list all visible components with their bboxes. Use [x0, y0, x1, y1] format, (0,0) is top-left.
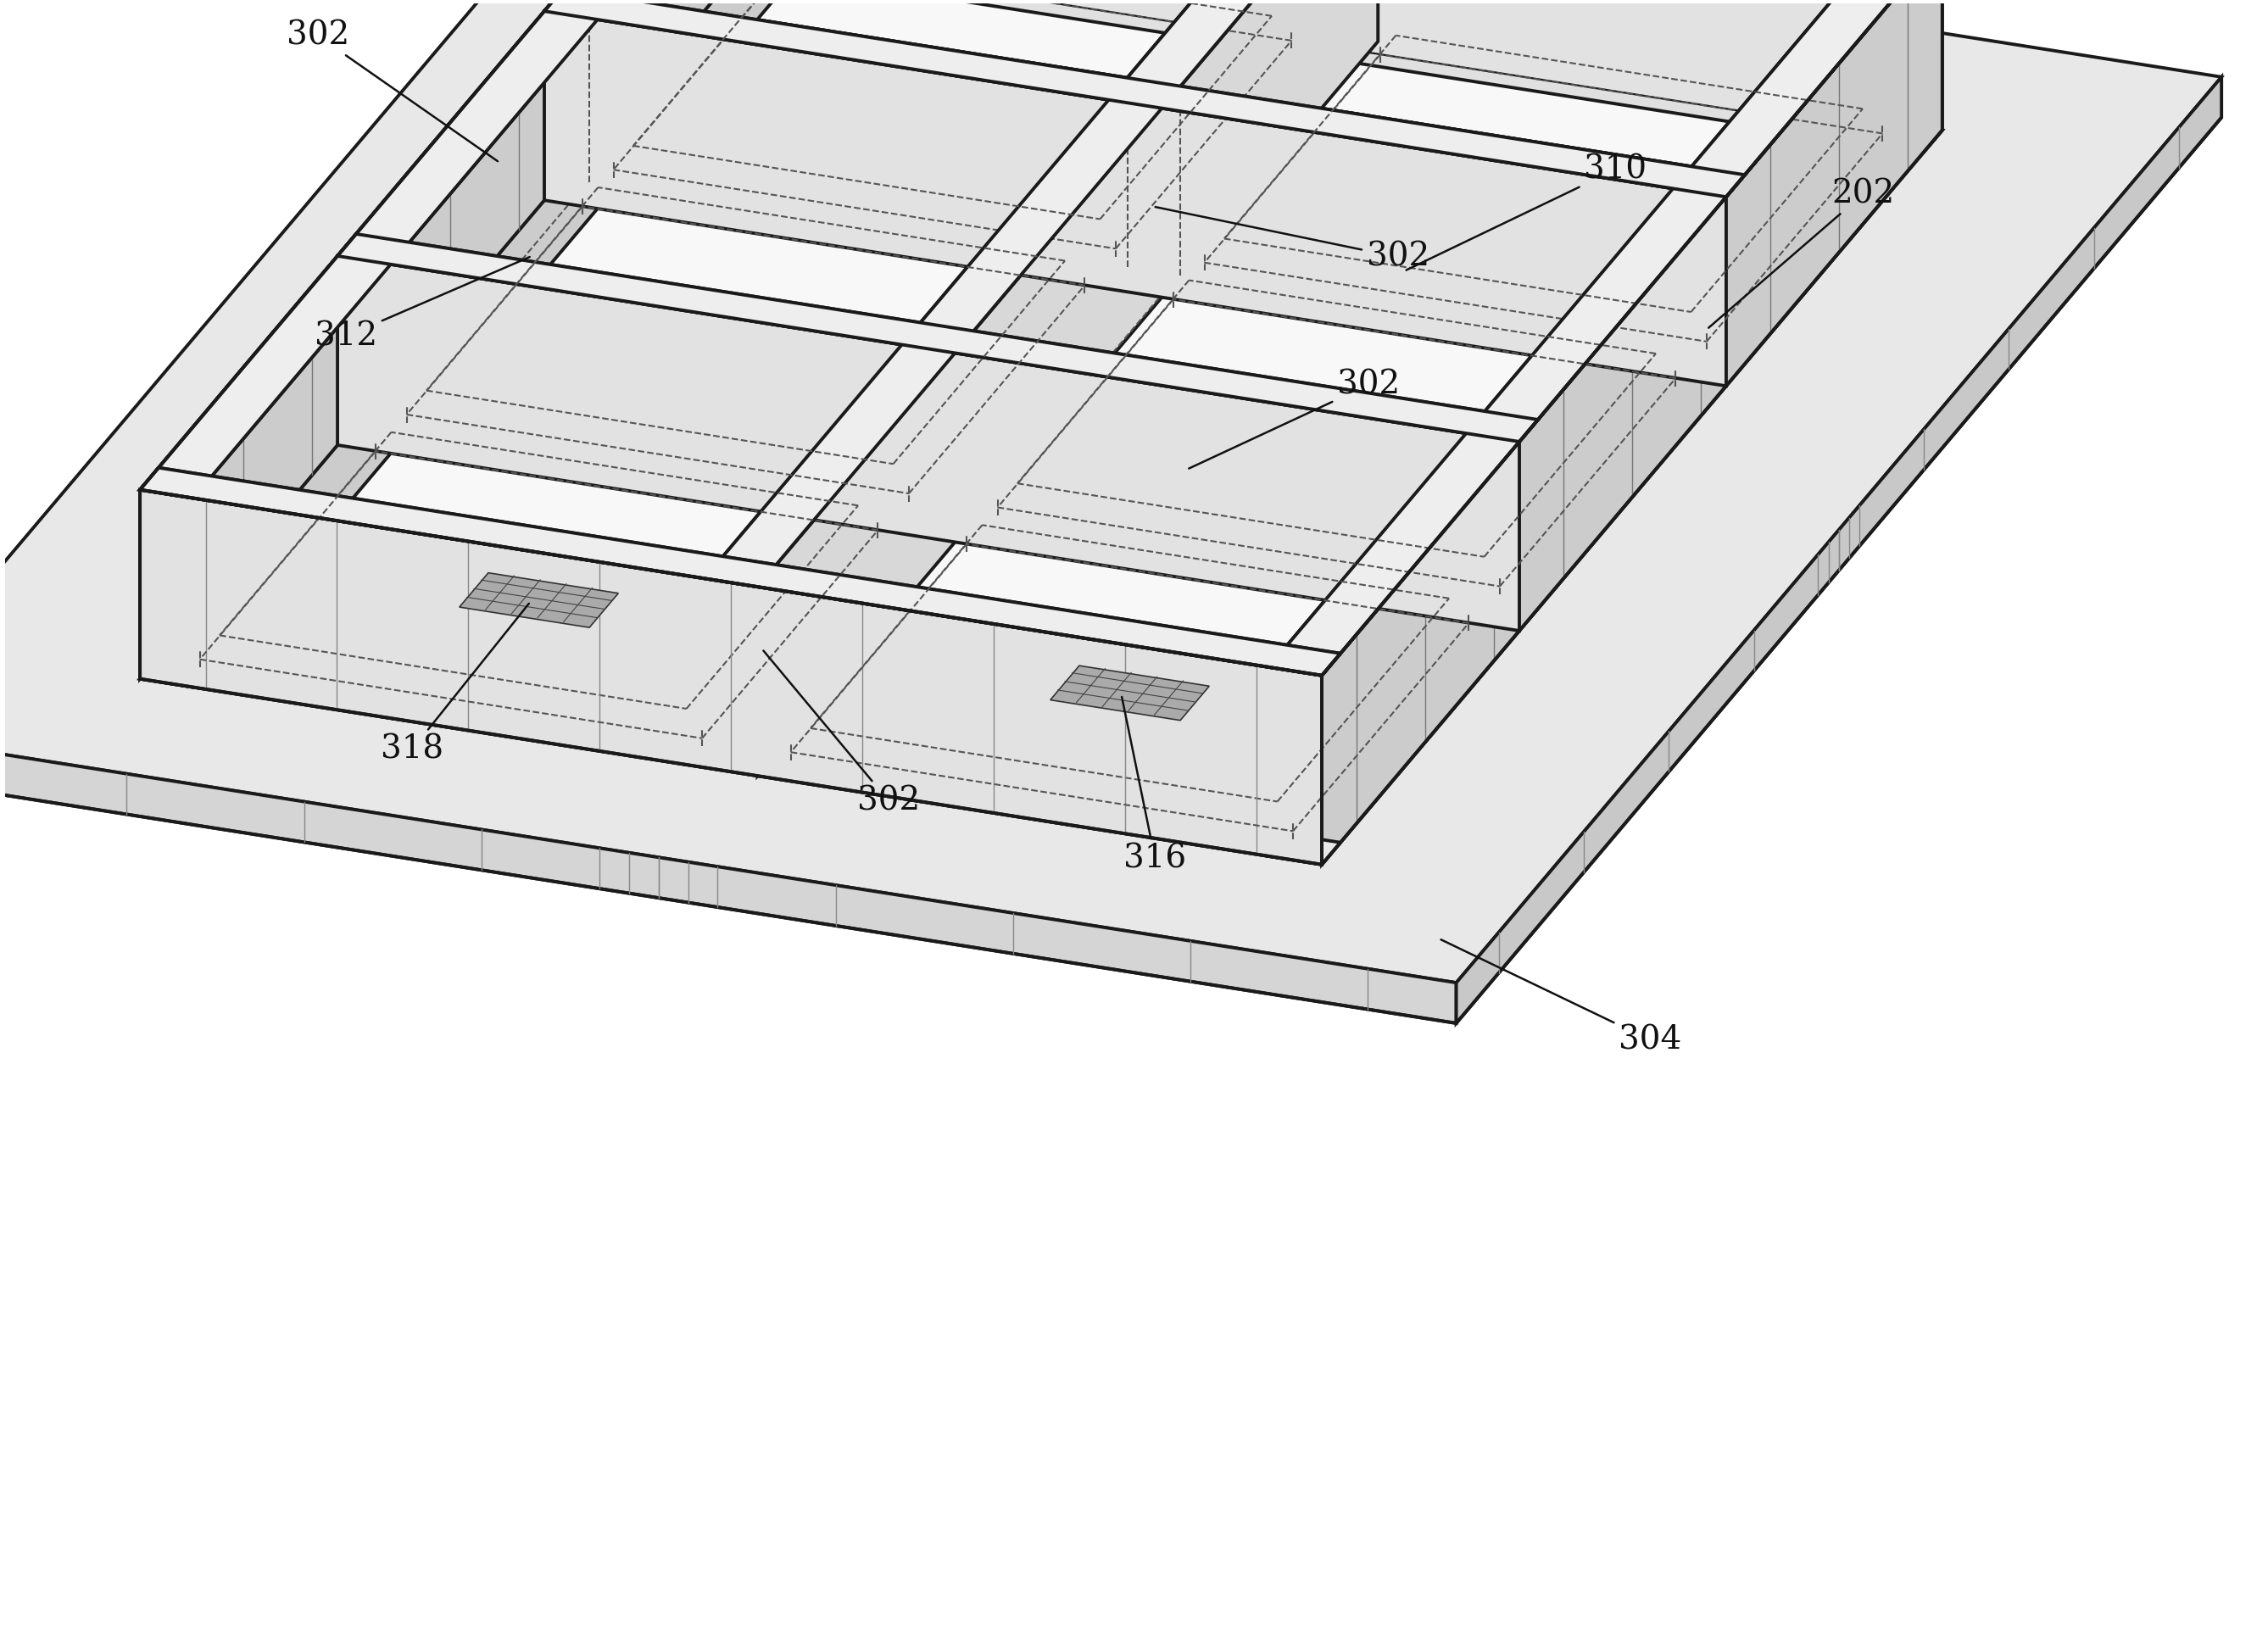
Polygon shape: [177, 449, 903, 757]
Polygon shape: [0, 0, 2223, 982]
Text: 202: 202: [1708, 178, 1894, 328]
Polygon shape: [1456, 77, 2223, 1023]
Polygon shape: [141, 468, 1340, 676]
Polygon shape: [767, 542, 1492, 849]
Polygon shape: [1127, 0, 1315, 268]
Polygon shape: [141, 0, 814, 498]
Polygon shape: [544, 0, 1744, 197]
Polygon shape: [141, 468, 1340, 676]
Polygon shape: [141, 656, 1340, 865]
Polygon shape: [590, 0, 1315, 268]
Text: 302: 302: [1188, 369, 1399, 468]
Polygon shape: [1368, 0, 1907, 137]
Polygon shape: [705, 0, 1379, 588]
Polygon shape: [1161, 108, 1699, 382]
Polygon shape: [1322, 0, 1941, 865]
Polygon shape: [338, 256, 1520, 630]
Polygon shape: [742, 0, 1941, 152]
Text: 302: 302: [764, 651, 921, 816]
Text: 312: 312: [315, 256, 531, 353]
Polygon shape: [1179, 52, 1907, 359]
Polygon shape: [544, 11, 1726, 385]
Polygon shape: [955, 353, 1492, 627]
Polygon shape: [778, 0, 1315, 44]
Polygon shape: [1268, 122, 1941, 865]
Polygon shape: [758, 0, 1379, 775]
Polygon shape: [714, 344, 903, 757]
Polygon shape: [383, 204, 1109, 512]
Polygon shape: [365, 259, 903, 534]
Polygon shape: [0, 733, 1456, 1023]
Polygon shape: [356, 233, 1538, 609]
Text: 318: 318: [381, 604, 528, 765]
Polygon shape: [1268, 0, 1941, 676]
Polygon shape: [141, 0, 814, 498]
Polygon shape: [141, 490, 1322, 865]
Polygon shape: [338, 233, 1538, 442]
Polygon shape: [141, 0, 760, 679]
Polygon shape: [572, 15, 1109, 289]
Polygon shape: [338, 233, 1538, 442]
Polygon shape: [1050, 666, 1209, 720]
Polygon shape: [562, 0, 1744, 364]
Polygon shape: [705, 0, 1379, 588]
Text: 304: 304: [1440, 940, 1681, 1056]
Text: 302: 302: [1154, 207, 1429, 273]
Text: 316: 316: [1123, 697, 1186, 875]
Polygon shape: [705, 0, 1325, 767]
Polygon shape: [544, 0, 1744, 197]
Polygon shape: [921, 100, 1109, 512]
Polygon shape: [1268, 0, 1941, 676]
Polygon shape: [544, 0, 1744, 197]
Text: 310: 310: [1406, 153, 1647, 271]
Text: 302: 302: [286, 20, 497, 162]
Polygon shape: [973, 297, 1699, 604]
Polygon shape: [460, 573, 619, 628]
Polygon shape: [141, 0, 814, 687]
